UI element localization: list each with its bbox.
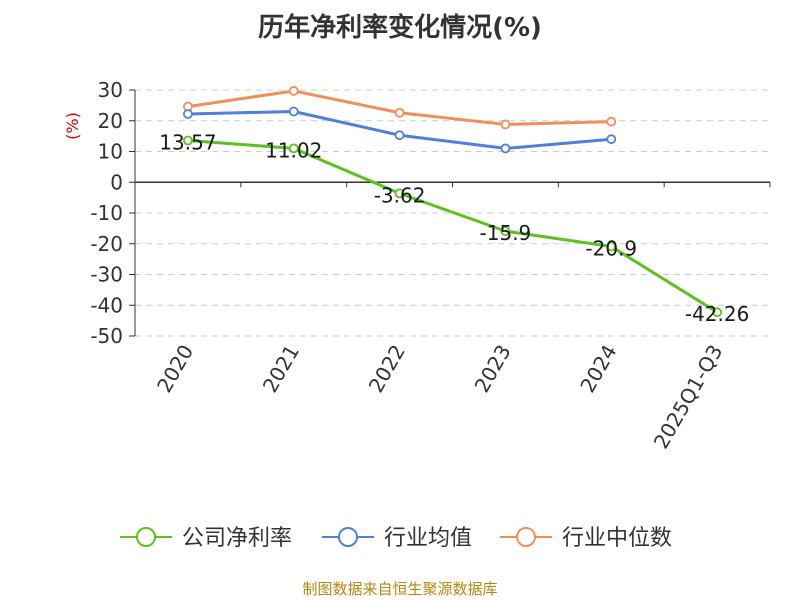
data-point — [183, 109, 193, 119]
data-point — [394, 130, 405, 141]
x-tick-label: 2020 — [152, 341, 198, 397]
y-tick-label: 20 — [98, 109, 123, 133]
legend-marker-icon — [338, 527, 358, 547]
data-point — [606, 134, 617, 145]
data-point — [606, 241, 617, 252]
data-label: 11.02 — [265, 138, 322, 162]
data-point — [183, 135, 193, 146]
data-point — [394, 107, 405, 118]
x-tick-label: 2023 — [470, 340, 516, 396]
data-point — [288, 106, 299, 117]
y-tick-label: -50 — [90, 324, 123, 348]
data-point — [500, 143, 511, 154]
legend-label[interactable]: 行业均值 — [384, 526, 472, 551]
y-tick-label: 10 — [98, 140, 123, 164]
grid-lines — [135, 89, 770, 337]
data-source-note: 制图数据来自恒生聚源数据库 — [302, 580, 497, 598]
data-point — [288, 86, 299, 96]
legend-marker-icon — [516, 527, 536, 547]
data-label: -15.9 — [480, 221, 532, 245]
x-tick-label: 2022 — [364, 341, 410, 397]
series-lines — [183, 86, 722, 318]
series-line-0 — [187, 139, 718, 314]
data-label: -20.9 — [585, 237, 637, 261]
data-label: -42.26 — [685, 302, 749, 326]
y-tick-label: -10 — [90, 201, 123, 225]
y-tick-label: -20 — [90, 232, 123, 256]
legend-label[interactable]: 公司净利率 — [182, 526, 292, 551]
x-tick-label: 2021 — [258, 341, 304, 397]
data-label: -3.62 — [374, 183, 426, 207]
y-axis-unit-label: (%) — [63, 112, 82, 140]
x-tick-label: 2024 — [575, 341, 621, 397]
legend: 公司净利率 行业均值 行业中位数 — [120, 526, 672, 551]
y-tick-label: -30 — [90, 263, 123, 287]
data-point — [394, 188, 405, 199]
y-tick-label: -40 — [90, 293, 123, 317]
legend-label[interactable]: 行业中位数 — [562, 526, 672, 551]
data-label: 13.57 — [159, 131, 216, 155]
data-labels: 13.57 11.02 -3.62 -15.9 -20.9 -42.26 — [159, 131, 749, 327]
data-point — [712, 307, 722, 318]
y-tick-label: 30 — [98, 78, 123, 102]
y-tick-label: 0 — [110, 170, 123, 194]
legend-marker-icon — [136, 527, 156, 547]
data-point — [288, 143, 299, 154]
data-point — [606, 116, 617, 127]
chart-title: 历年净利率变化情况(%) — [258, 12, 542, 43]
data-point — [500, 119, 511, 130]
series-line-2 — [187, 89, 612, 126]
data-point — [500, 226, 511, 237]
x-tick-label: 2025Q1-Q3 — [649, 341, 728, 453]
